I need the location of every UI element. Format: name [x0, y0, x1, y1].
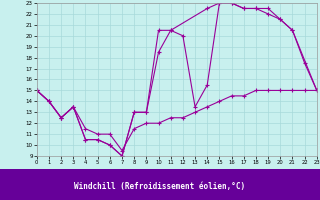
Text: Windchill (Refroidissement éolien,°C): Windchill (Refroidissement éolien,°C): [75, 182, 245, 191]
